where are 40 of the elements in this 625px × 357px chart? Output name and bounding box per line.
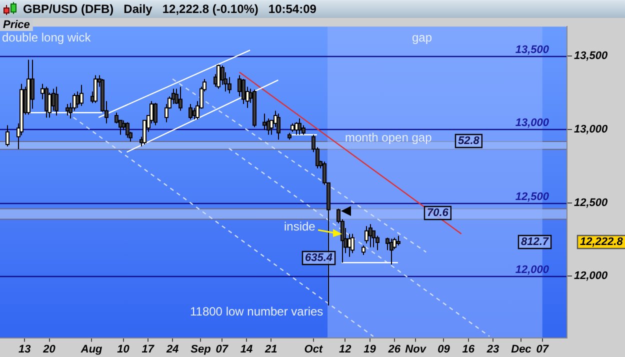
x-tick-label: 19 [364,343,377,356]
y-tick-label: 12,500 [515,191,550,204]
x-tick-label: 07 [536,343,550,356]
ref-line-label: 12,500 [574,196,609,209]
y-tick-label: 12,000 [515,264,550,276]
x-tick-label: 17 [142,343,155,356]
x-tick-label: 14 [240,343,253,356]
x-tick-label: 24 [165,343,179,356]
x-tick-label: 07 [216,343,229,356]
annotation: double long wick [2,30,92,44]
x-tick-label: Oct [304,343,324,356]
annotation: 635.4 [305,252,333,264]
ref-line-label: 13,500 [574,50,609,62]
x-tick-label: Sep [190,343,212,356]
annotation: gap [412,30,432,44]
x-tick-label: 20 [42,343,56,356]
text: 12,222.8 [580,236,624,248]
x-tick-label: 23 [486,343,500,356]
y-tick-label: 13,500 [515,44,550,56]
x-tick-label: 16 [462,343,476,356]
x-tick-label: Nov [405,343,427,356]
annotation: 11800 low number varies [190,304,324,318]
annotation: month open gap [345,130,432,144]
x-tick-label: 13 [18,343,31,356]
chart-title: GBP/USD (DFB) Daily 12,222.8 (-0.10%) 10:54:09 [23,2,316,16]
annotation: 812.7 [521,236,550,248]
x-tick-label: 12 [339,343,352,356]
x-tick-label: Dec [511,343,532,356]
x-tick-label: 09 [438,343,451,356]
annotation: inside [284,219,316,234]
y-tick-label: 13,000 [515,117,550,130]
annotation: 52.8 [458,135,480,148]
x-tick-label: 26 [387,343,402,356]
annotation: 70.6 [427,207,450,220]
ref-line-label: 12,000 [574,270,609,282]
ref-line-label: 13,000 [574,123,609,136]
x-tick-label: 21 [264,343,278,356]
y-axis-title: Price [3,19,30,32]
x-tick-label: 10 [117,343,130,356]
x-tick-label: Aug [80,343,103,356]
